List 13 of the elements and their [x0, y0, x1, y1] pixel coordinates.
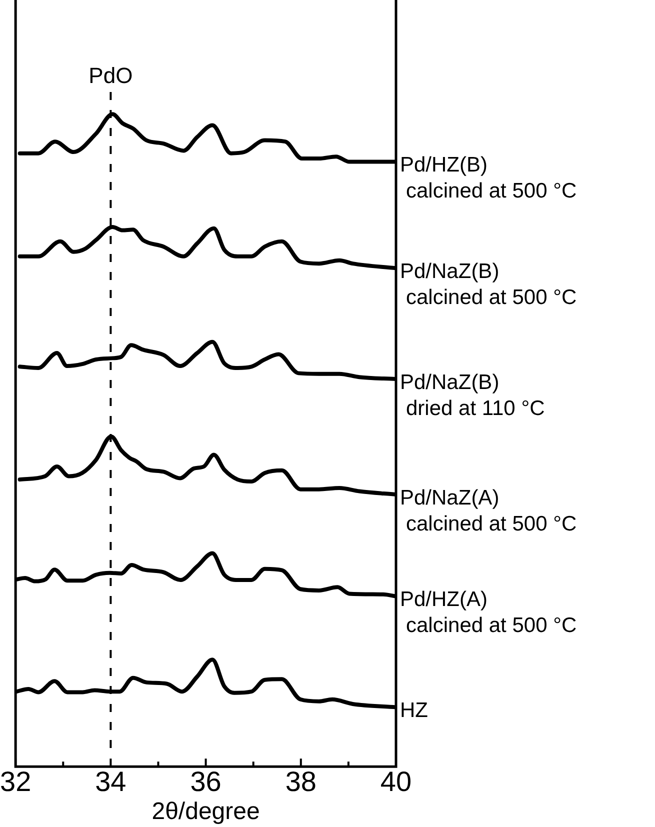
x-tick-label: 32 — [0, 766, 32, 798]
series-label: Pd/NaZ(A) calcined at 500 °C — [400, 486, 577, 536]
series-label: Pd/NaZ(B) calcined at 500 °C — [400, 260, 577, 309]
x-tick-label: 36 — [190, 766, 222, 798]
series-label: Pd/NaZ(B) dried at 110 °C — [400, 370, 545, 420]
x-tick-label: 34 — [95, 766, 126, 798]
series-label: HZ — [400, 699, 428, 722]
x-tick-label: 38 — [285, 766, 316, 798]
x-tick-label: 40 — [380, 766, 412, 798]
ref-line-label: PdO — [88, 63, 133, 88]
x-axis-title: 2θ/degree — [152, 798, 260, 826]
series-label: Pd/HZ(A) calcined at 500 °C — [400, 588, 577, 638]
series-label: Pd/HZ(B) calcined at 500 °C — [400, 154, 577, 203]
